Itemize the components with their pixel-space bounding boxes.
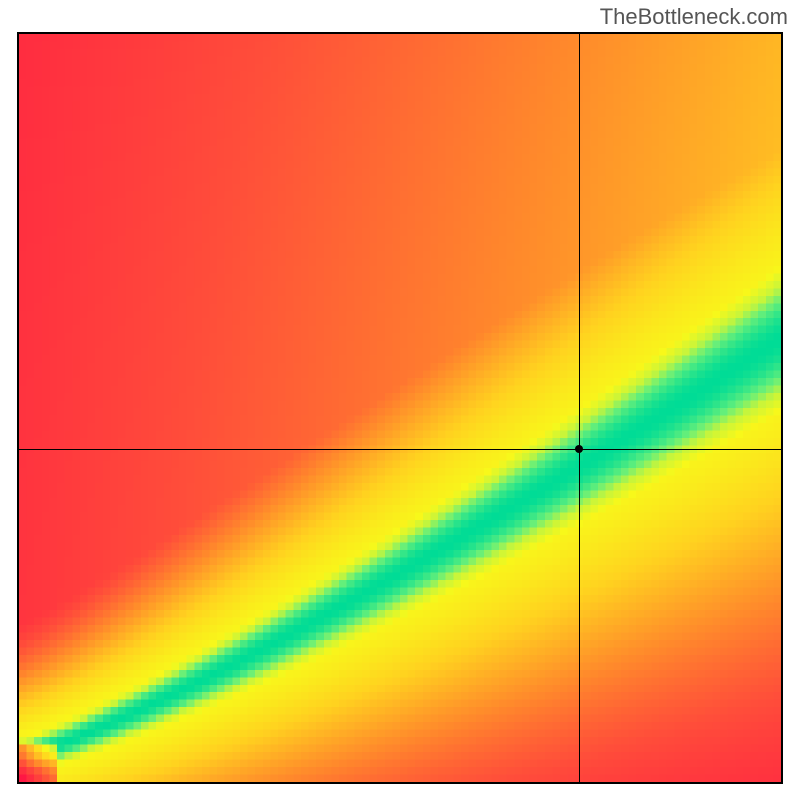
heatmap-canvas: [19, 34, 781, 782]
watermark-text: TheBottleneck.com: [600, 4, 788, 30]
chart-container: TheBottleneck.com: [0, 0, 800, 800]
crosshair-horizontal: [19, 449, 781, 450]
crosshair-marker: [575, 445, 583, 453]
plot-frame: [17, 32, 783, 784]
crosshair-vertical: [579, 34, 580, 782]
